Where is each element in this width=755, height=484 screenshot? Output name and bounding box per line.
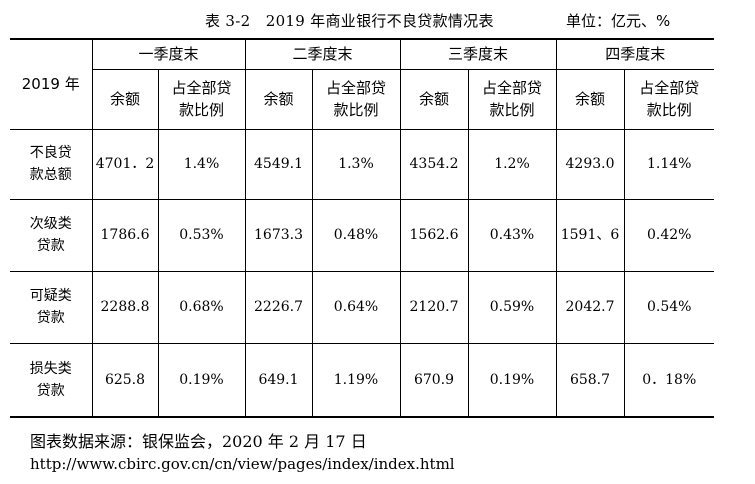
cell-ratio-q4: 0.42% xyxy=(623,198,714,272)
table-row-substandard: 次级类贷款 1786.6 0.53% 1673.3 0.48% 1562.6 0… xyxy=(10,198,714,272)
row-label-line2: 贷款 xyxy=(36,310,65,326)
row-label: 损失类 贷款 xyxy=(10,342,93,417)
cell-balance-q4: 1591、6 xyxy=(555,198,625,272)
cell-balance-q2: 2226.7 xyxy=(244,270,313,344)
source-note: 图表数据来源：银保监会，2020 年 2 月 17 日 xyxy=(30,432,367,451)
cell-balance-q2: 1673.3 xyxy=(244,198,313,272)
cell-balance-q4: 2042.7 xyxy=(555,270,625,344)
row-label-line2: 贷款 xyxy=(36,382,65,399)
unit-label: 单位：亿元、% xyxy=(566,12,671,30)
cell-balance-q4: 658.7 xyxy=(555,342,625,417)
cell-ratio-q4: 1.14% xyxy=(623,128,714,200)
ratio-header: 占全部贷 款比例 xyxy=(623,68,714,130)
cell-balance-q1: 4701．2 xyxy=(91,128,159,200)
balance-header: 余额 xyxy=(399,68,469,130)
balance-header: 余额 xyxy=(92,68,159,130)
header-row-metrics: 余额 占全部贷款比例 余额 占全部贷款比例 余额 占全部贷款比例 余额 占全部贷… xyxy=(10,68,714,130)
row-label: 可疑类 贷款 xyxy=(10,270,93,344)
npl-table: 2019 年 一季度末 二季度末 三季度末 四季度末 余额 占全部贷款比例 余额… xyxy=(10,38,714,418)
table-row-loss: 损失类贷款 625.8 0.19% 649.1 1.19% 670.9 0.19… xyxy=(10,342,714,417)
header-row-quarters: 2019 年 一季度末 二季度末 三季度末 四季度末 xyxy=(10,39,714,130)
quarter-header-q2: 二季度末 xyxy=(244,39,401,70)
balance-header: 余额 xyxy=(244,68,313,130)
cell-balance-q3: 2120.7 xyxy=(399,270,469,344)
ratio-header-line2: 款比例 xyxy=(489,101,535,119)
cell-balance-q3: 4354.2 xyxy=(399,128,469,200)
row-label-line1: 损失类 xyxy=(29,360,72,377)
cell-ratio-q2: 0.64% xyxy=(311,270,401,344)
ratio-header: 占全部贷 款比例 xyxy=(311,68,401,130)
cell-balance-q1: 625.8 xyxy=(91,342,159,417)
cell-ratio-q1: 0.53% xyxy=(157,198,246,272)
cell-ratio-q1: 1.4% xyxy=(157,128,246,200)
ratio-header-line2: 款比例 xyxy=(178,101,224,119)
cell-ratio-q4: 0.54% xyxy=(623,270,714,344)
cell-balance-q1: 1786.6 xyxy=(91,198,159,272)
quarter-header-q4: 四季度末 xyxy=(555,39,714,70)
cell-balance-q1: 2288.8 xyxy=(91,270,159,344)
quarter-header-q1: 一季度末 xyxy=(91,39,246,70)
corner-header: 2019 年 xyxy=(10,39,93,130)
ratio-header-line1: 占全部贷 xyxy=(325,79,386,97)
cell-ratio-q2: 0.48% xyxy=(311,198,401,272)
row-label-line1: 可疑类 xyxy=(29,288,72,304)
row-label-line2: 贷款 xyxy=(36,238,65,254)
cell-balance-q4: 4293.0 xyxy=(555,128,625,200)
cell-ratio-q3: 0.19% xyxy=(467,342,557,417)
cell-ratio-q4: 0．18% xyxy=(623,342,714,417)
cell-ratio-q1: 0.68% xyxy=(157,270,246,344)
cell-ratio-q2: 1.3% xyxy=(311,128,401,200)
cell-balance-q3: 670.9 xyxy=(399,342,469,417)
cell-ratio-q3: 1.2% xyxy=(467,128,557,200)
cell-ratio-q1: 0.19% xyxy=(157,342,246,417)
quarter-header-q3: 三季度末 xyxy=(399,39,557,70)
ratio-header-line1: 占全部贷 xyxy=(481,79,542,97)
ratio-header-line1: 占全部贷 xyxy=(639,79,700,97)
ratio-header: 占全部贷 款比例 xyxy=(157,68,246,130)
cell-ratio-q3: 0.59% xyxy=(467,270,557,344)
table-title: 表 3-2 2019 年商业银行不良贷款情况表 xyxy=(205,12,494,30)
ratio-header: 占全部贷 款比例 xyxy=(467,68,557,130)
balance-header: 余额 xyxy=(555,68,625,130)
row-label: 次级类 贷款 xyxy=(10,198,93,272)
table-row-total-npl: 不良贷款总额 4701．2 1.4% 4549.1 1.3% 4354.2 1.… xyxy=(10,128,714,200)
row-label-line2: 款总额 xyxy=(29,167,72,183)
table-caption: 表 3-2 2019 年商业银行不良贷款情况表 单位：亿元、% xyxy=(0,6,755,32)
cell-balance-q2: 4549.1 xyxy=(244,128,313,200)
cell-ratio-q2: 1.19% xyxy=(311,342,401,417)
ratio-header-line1: 占全部贷 xyxy=(171,79,232,97)
row-label-line1: 不良贷 xyxy=(29,145,72,161)
cell-ratio-q3: 0.43% xyxy=(467,198,557,272)
cell-balance-q3: 1562.6 xyxy=(399,198,469,272)
ratio-header-line2: 款比例 xyxy=(646,101,692,119)
source-url: http://www.cbirc.gov.cn/cn/view/pages/in… xyxy=(30,455,455,473)
row-label-line1: 次级类 xyxy=(29,216,72,232)
table-row-doubtful: 可疑类贷款 2288.8 0.68% 2226.7 0.64% 2120.7 0… xyxy=(10,270,714,344)
row-label: 不良贷 款总额 xyxy=(10,128,93,200)
cell-balance-q2: 649.1 xyxy=(244,342,313,417)
ratio-header-line2: 款比例 xyxy=(333,101,379,119)
